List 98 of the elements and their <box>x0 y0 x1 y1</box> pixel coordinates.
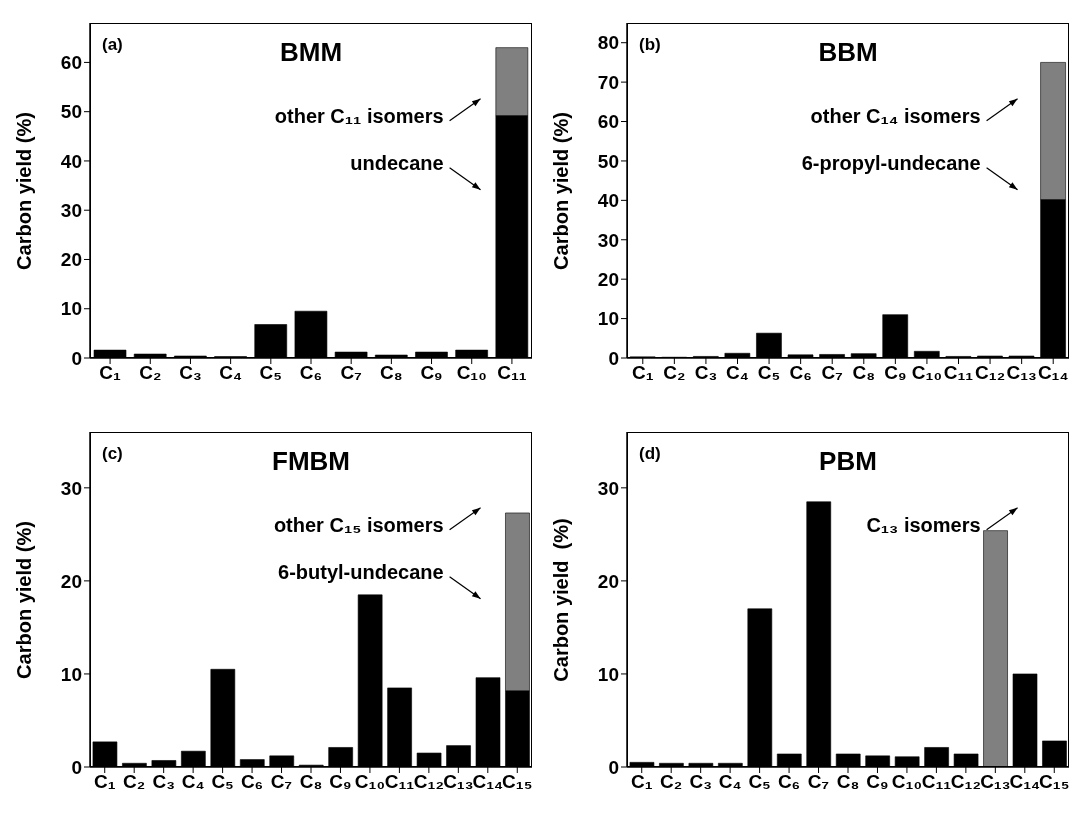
y-tick-label: 60 <box>60 52 82 74</box>
y-axis-title: Carbon yield (%) <box>549 111 573 270</box>
annotation: other C₁₄ isomers <box>810 104 981 128</box>
x-tick-label: C₂ <box>139 362 162 384</box>
y-tick-label: 30 <box>60 199 82 221</box>
x-tick-label: C₁₂ <box>975 362 1006 384</box>
x-tick-label: C₅ <box>211 771 234 793</box>
x-tick-label: C₁₁ <box>943 362 974 384</box>
x-tick-label: C₈ <box>852 362 876 384</box>
x-tick-label: C₁₄ <box>1009 771 1041 793</box>
x-tick-label: C₂ <box>123 771 146 793</box>
x-tick-label: C₁₅ <box>1039 771 1070 793</box>
annotation: 6-propyl-undecane <box>801 151 981 175</box>
x-tick-label: C₈ <box>836 771 860 793</box>
annotation: 6-butyl-undecane <box>278 560 444 584</box>
annotation: (c) <box>102 444 123 464</box>
annotation: other C₁₁ isomers <box>274 104 444 128</box>
y-tick-label: 0 <box>608 756 619 778</box>
x-tick-label: C₁ <box>631 362 654 384</box>
x-tick-label: C₆ <box>240 771 264 793</box>
y-tick-label: 20 <box>60 249 82 271</box>
y-tick-label: 10 <box>597 663 619 685</box>
y-tick-label: 10 <box>60 663 82 685</box>
x-tick-label: C₉ <box>884 362 907 384</box>
x-tick-label: C₁ <box>93 771 116 793</box>
y-tick-label: 30 <box>597 229 619 251</box>
x-tick-label: C₁ <box>99 362 122 384</box>
x-tick-label: C₄ <box>718 771 742 793</box>
x-tick-label: C₁₀ <box>354 771 386 793</box>
x-tick-label: C₁₃ <box>980 771 1011 793</box>
x-tick-label: C₅ <box>757 362 781 384</box>
annotation: C₁₃ isomers <box>866 513 981 537</box>
x-tick-label: C₃ <box>694 362 718 384</box>
x-tick-label: C₃ <box>179 362 202 384</box>
x-tick-label: C₁₃ <box>1006 362 1037 384</box>
text: PBM <box>819 446 877 476</box>
y-tick-label: 10 <box>597 308 619 330</box>
x-tick-label: C₁₅ <box>502 771 533 793</box>
y-tick-label: 40 <box>597 190 619 212</box>
x-tick-label: C₄ <box>726 362 749 384</box>
y-axis-title: Carbon yield (%) <box>12 520 36 679</box>
x-tick-label: C₁ <box>630 771 653 793</box>
x-tick-label: C₆ <box>789 362 812 384</box>
x-tick-label: C₇ <box>340 362 362 384</box>
x-tick-label: C₆ <box>299 362 323 384</box>
y-axis-title: Carbon yield (%) <box>12 111 36 270</box>
y-tick-label: 0 <box>71 347 82 369</box>
x-tick-label: C₁₁ <box>921 771 952 793</box>
y-tick-label: 0 <box>71 756 82 778</box>
x-tick-label: C₁₀ <box>911 362 943 384</box>
x-tick-label: C₈ <box>380 362 403 384</box>
y-tick-label: 60 <box>597 111 619 133</box>
x-tick-label: C₉ <box>329 771 352 793</box>
y-tick-label: 20 <box>597 268 619 290</box>
y-tick-label: 50 <box>597 150 619 172</box>
x-tick-label: C₇ <box>807 771 830 793</box>
x-tick-label: C₄ <box>181 771 205 793</box>
annotation: other C₁₅ isomers <box>273 513 444 537</box>
x-tick-label: C₁₄ <box>1037 362 1069 384</box>
annotation: undecane <box>350 151 444 175</box>
x-tick-label: C₅ <box>259 362 283 384</box>
x-tick-label: C₆ <box>777 771 801 793</box>
y-tick-label: 70 <box>597 71 619 93</box>
x-tick-label: C₄ <box>219 362 243 384</box>
text: BMM <box>279 37 343 67</box>
y-tick-label: 0 <box>608 347 619 369</box>
x-tick-label: C₁₀ <box>456 362 487 384</box>
text: FMBM <box>272 446 350 476</box>
x-tick-label: C₁₄ <box>472 771 504 793</box>
x-tick-label: C₇ <box>270 771 293 793</box>
y-tick-label: 30 <box>60 477 82 499</box>
x-tick-label: C₃ <box>689 771 712 793</box>
text: BBM <box>818 37 878 67</box>
x-tick-label: C₁₃ <box>443 771 474 793</box>
y-tick-label: 40 <box>60 150 82 172</box>
y-tick-label: 80 <box>597 32 619 54</box>
y-tick-label: 30 <box>597 477 619 499</box>
y-tick-label: 20 <box>60 570 82 592</box>
x-tick-label: C₉ <box>866 771 889 793</box>
x-tick-label: C₁₂ <box>950 771 981 793</box>
annotation: (b) <box>639 35 661 55</box>
x-tick-label: C₂ <box>660 771 683 793</box>
annotation: (d) <box>639 444 661 464</box>
x-tick-label: C₁₁ <box>384 771 415 793</box>
y-tick-label: 50 <box>60 101 82 123</box>
y-tick-label: 20 <box>597 570 619 592</box>
x-tick-label: C₈ <box>299 771 323 793</box>
x-tick-label: C₇ <box>821 362 843 384</box>
x-tick-label: C₁₀ <box>891 771 923 793</box>
x-tick-label: C₉ <box>420 362 443 384</box>
x-tick-label: C₁₁ <box>497 362 527 384</box>
x-tick-label: C₃ <box>152 771 175 793</box>
x-tick-label: C₂ <box>663 362 686 384</box>
x-tick-label: C₁₂ <box>413 771 444 793</box>
y-tick-label: 10 <box>60 298 82 320</box>
annotation: (a) <box>102 35 123 55</box>
y-axis-title: Carbon yield (%) <box>549 517 573 682</box>
x-tick-label: C₅ <box>748 771 771 793</box>
